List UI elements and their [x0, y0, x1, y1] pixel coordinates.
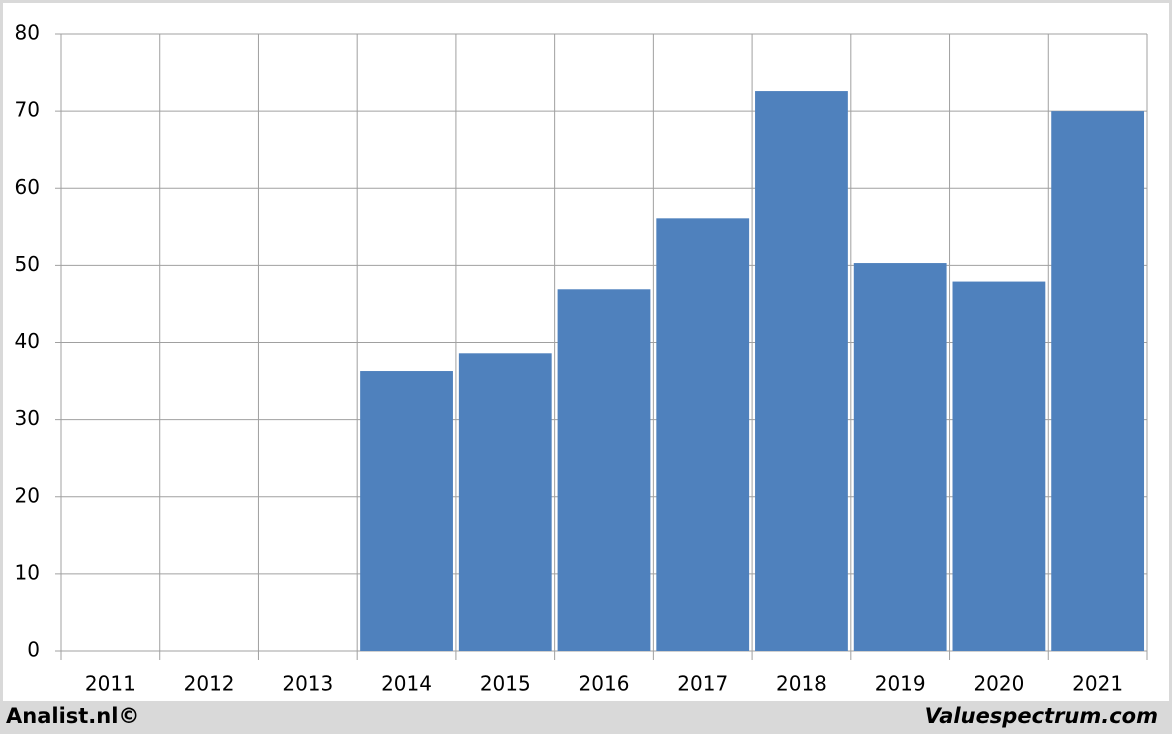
- footer-right: Valuespectrum.com: [925, 704, 1158, 728]
- x-tick-label: 2012: [184, 672, 235, 696]
- bar: [360, 371, 453, 651]
- x-tick-label: 2015: [480, 672, 531, 696]
- y-tick-label: 80: [15, 21, 40, 45]
- x-tick-label: 2016: [579, 672, 630, 696]
- x-tick-label: 2011: [85, 672, 136, 696]
- bar: [755, 91, 848, 651]
- bar: [458, 353, 552, 651]
- y-tick-label: 40: [15, 329, 40, 353]
- footer-left: Analist.nl©: [6, 704, 139, 728]
- y-tick-label: 50: [15, 252, 40, 276]
- y-tick-label: 20: [15, 483, 40, 507]
- y-tick-label: 10: [15, 560, 40, 584]
- y-tick-label: 70: [15, 98, 40, 122]
- bar: [853, 263, 947, 651]
- x-tick-label: 2017: [677, 672, 728, 696]
- y-tick-label: 0: [27, 638, 40, 662]
- bar: [656, 218, 750, 652]
- bar: [1051, 111, 1145, 651]
- x-tick-label: 2014: [381, 672, 432, 696]
- y-tick-label: 30: [15, 406, 40, 430]
- x-tick-label: 2013: [282, 672, 333, 696]
- x-tick-label: 2019: [875, 672, 926, 696]
- x-tick-label: 2020: [973, 672, 1024, 696]
- bar: [952, 281, 1046, 651]
- x-tick-label: 2018: [776, 672, 827, 696]
- y-tick-label: 60: [15, 175, 40, 199]
- x-tick-label: 2021: [1072, 672, 1123, 696]
- bar: [557, 289, 651, 651]
